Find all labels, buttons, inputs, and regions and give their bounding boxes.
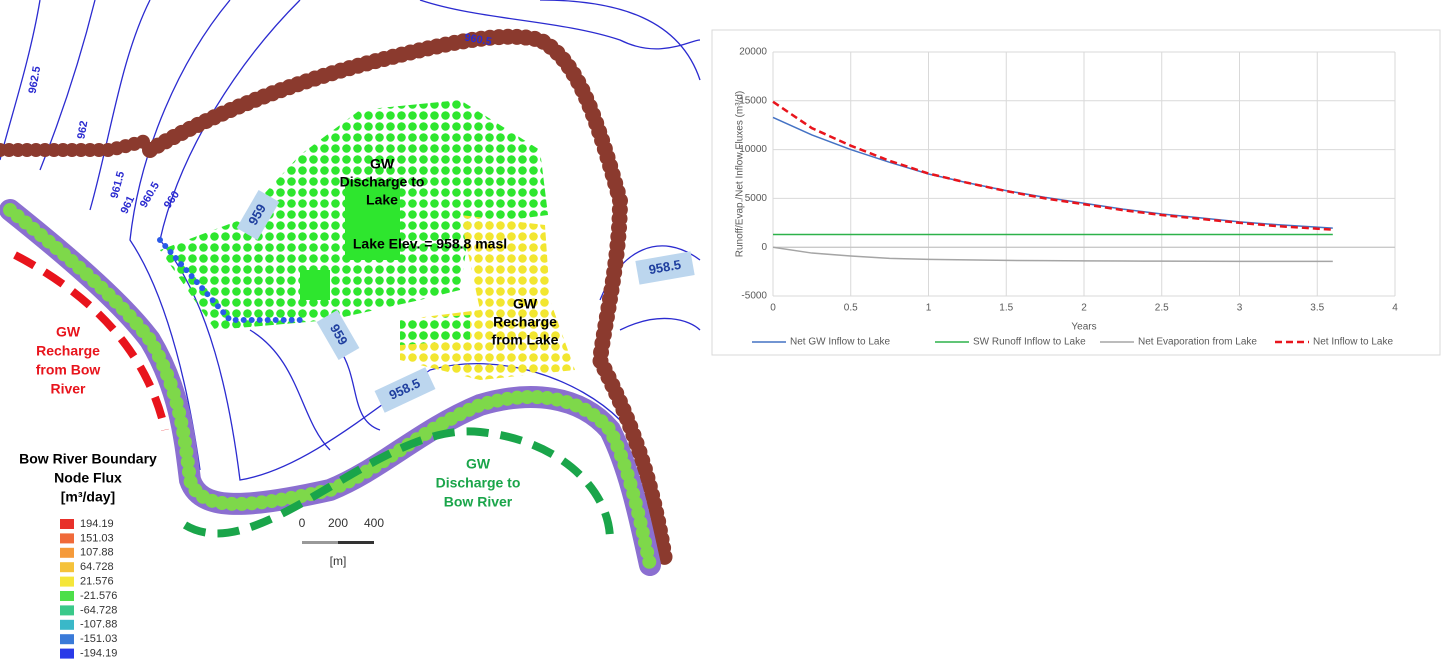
annotation: GW — [466, 456, 491, 472]
scale-unit: [m] — [330, 554, 347, 568]
x-tick-label: 2.5 — [1155, 303, 1169, 314]
y-tick-label: 20000 — [739, 47, 767, 58]
chart-frame — [712, 30, 1440, 355]
annotation: Lake Elev. = 958.8 masl — [353, 236, 507, 252]
legend-title: [m³/day] — [61, 489, 115, 505]
legend-label: 194.19 — [80, 518, 114, 530]
legend-label: 64.728 — [80, 561, 114, 573]
legend-label: Net Evaporation from Lake — [1138, 337, 1257, 348]
y-tick-label: 5000 — [745, 193, 768, 204]
lake-nodes — [400, 315, 470, 345]
legend-label: -194.19 — [80, 648, 117, 660]
annotation: from Bow — [36, 362, 101, 378]
y-axis-label: Runoff/Evap./Net Inflow Fluxes (m³/d) — [735, 91, 746, 258]
legend-title: Bow River Boundary — [19, 451, 157, 467]
scale-label: 400 — [364, 516, 384, 530]
contour-label: 962.5 — [27, 65, 44, 94]
page: 962.5962961.5961960.5960960.5959959958.5… — [0, 0, 1446, 667]
contour — [250, 330, 380, 450]
annotation: from Lake — [492, 332, 559, 348]
legend-title: Node Flux — [54, 470, 122, 486]
legend-label: 21.576 — [80, 576, 114, 588]
legend-swatch — [60, 634, 74, 644]
annotation: GW — [370, 156, 395, 172]
legend-swatch — [60, 649, 74, 659]
annotation: GW — [513, 296, 538, 312]
contour-label: 960 — [162, 189, 182, 211]
legend-label: 107.88 — [80, 547, 114, 559]
x-axis-label: Years — [1071, 322, 1096, 333]
annotation: Lake — [366, 192, 398, 208]
x-tick-label: 3.5 — [1310, 303, 1324, 314]
x-tick-label: 1.5 — [999, 303, 1013, 314]
annotation: River — [50, 381, 86, 397]
contour-label: 960.5 — [138, 180, 162, 210]
x-tick-label: 1 — [926, 303, 932, 314]
contour-label: 962 — [75, 120, 90, 140]
legend-swatch — [60, 548, 74, 558]
contour-box: 958.5 — [375, 367, 436, 412]
legend-swatch — [60, 591, 74, 601]
y-tick-label: -5000 — [741, 291, 767, 302]
annotation: Discharge to — [436, 475, 521, 491]
annotation: Discharge to — [340, 174, 425, 190]
legend-swatch — [60, 562, 74, 572]
legend-swatch — [60, 533, 74, 543]
x-tick-label: 3 — [1237, 303, 1243, 314]
x-tick-label: 0.5 — [844, 303, 858, 314]
legend-label: -107.88 — [80, 619, 117, 631]
legend-label: Net GW Inflow to Lake — [790, 337, 890, 348]
x-tick-label: 2 — [1081, 303, 1087, 314]
legend-swatch — [60, 605, 74, 615]
legend-label: -21.576 — [80, 590, 117, 602]
x-tick-label: 0 — [770, 303, 776, 314]
legend-label: 151.03 — [80, 532, 114, 544]
legend-swatch — [60, 577, 74, 587]
annotation: Recharge — [493, 314, 557, 330]
legend-label: -64.728 — [80, 604, 117, 616]
figure: 962.5962961.5961960.5960960.5959959958.5… — [0, 0, 1446, 662]
x-tick-label: 4 — [1392, 303, 1398, 314]
annotation: GW — [56, 324, 81, 340]
contour-box: 958.5 — [635, 251, 694, 284]
legend-label: Net Inflow to Lake — [1313, 337, 1393, 348]
scale-label: 0 — [299, 516, 306, 530]
y-tick-label: 0 — [761, 242, 767, 253]
scale-bar — [338, 541, 374, 544]
contour-label: 961.5 — [109, 170, 128, 200]
legend-label: -151.03 — [80, 633, 117, 645]
scale-bar — [302, 541, 338, 544]
scale-label: 200 — [328, 516, 348, 530]
annotation: Recharge — [36, 343, 100, 359]
legend-swatch — [60, 519, 74, 529]
annotation: Bow River — [444, 494, 513, 510]
legend-swatch — [60, 620, 74, 630]
tree-band — [0, 140, 150, 150]
legend-label: SW Runoff Inflow to Lake — [973, 337, 1086, 348]
